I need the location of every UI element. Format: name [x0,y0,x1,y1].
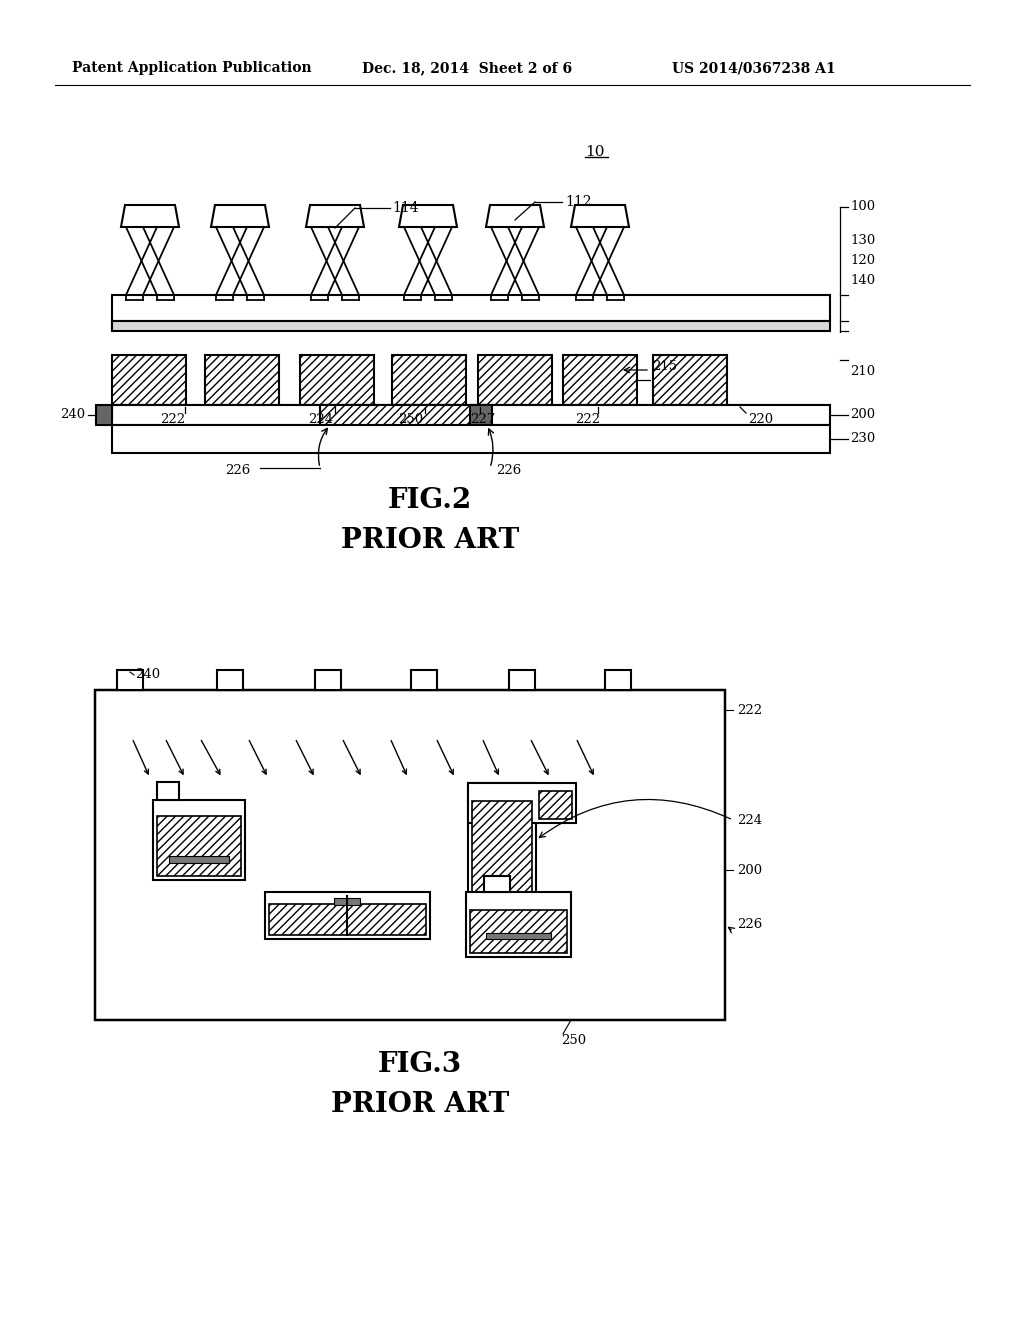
Bar [205,355,279,405]
Polygon shape [571,205,629,227]
Text: FIG.2: FIG.2 [388,487,472,513]
Text: 120: 120 [850,253,876,267]
Polygon shape [399,205,457,227]
Text: 114: 114 [392,201,419,215]
Bar [96,405,112,425]
Polygon shape [486,205,544,227]
Bar [319,405,475,425]
Bar [169,855,229,863]
Bar [468,783,536,898]
Bar [112,405,830,413]
Text: 220: 220 [748,413,773,426]
Text: Dec. 18, 2014  Sheet 2 of 6: Dec. 18, 2014 Sheet 2 of 6 [362,61,572,75]
Bar [466,892,571,957]
Bar [653,355,727,405]
Text: 10: 10 [586,145,605,158]
Text: 240: 240 [59,408,85,421]
Polygon shape [306,205,364,227]
Bar [486,933,551,939]
Bar [112,294,830,321]
Bar [112,321,830,331]
Bar [563,355,637,405]
Bar [157,816,241,876]
Bar [300,355,374,405]
Bar [157,781,179,800]
Bar [265,892,430,939]
Bar [509,671,535,690]
Bar [468,783,575,822]
Bar [411,671,437,690]
Bar [112,355,186,405]
Bar [95,690,725,1020]
Text: 224: 224 [737,813,762,826]
Text: 250: 250 [561,1034,586,1047]
Text: 222: 222 [575,413,600,426]
Text: 226: 226 [737,919,762,932]
Text: 200: 200 [737,863,762,876]
Text: PRIOR ART: PRIOR ART [331,1092,509,1118]
Text: 222: 222 [160,413,185,426]
Bar [153,800,245,880]
Text: 224: 224 [308,413,333,426]
Text: US 2014/0367238 A1: US 2014/0367238 A1 [672,61,836,75]
Text: 222: 222 [737,704,762,717]
Bar [217,671,243,690]
Polygon shape [121,205,179,227]
Bar [269,904,426,935]
Bar [605,671,631,690]
Text: Patent Application Publication: Patent Application Publication [72,61,311,75]
Text: 112: 112 [565,195,592,209]
Bar [470,909,567,953]
Text: PRIOR ART: PRIOR ART [341,527,519,553]
Bar [112,425,830,453]
Text: 226: 226 [496,465,521,478]
Bar [484,876,510,892]
Text: 200: 200 [850,408,876,421]
Text: 226: 226 [225,465,250,478]
Text: 100: 100 [850,201,876,214]
Bar [315,671,341,690]
Text: 230: 230 [850,433,876,446]
Text: 140: 140 [850,273,876,286]
Bar [478,355,552,405]
Text: 215: 215 [652,360,677,374]
Bar [470,405,492,425]
Text: 130: 130 [850,234,876,247]
Bar [392,355,466,405]
Text: 240: 240 [135,668,160,681]
Bar [334,898,360,906]
Bar [539,791,572,818]
Polygon shape [211,205,269,227]
Text: 227: 227 [470,413,496,426]
Text: 210: 210 [850,366,876,378]
Bar [472,801,532,894]
Bar [117,671,143,690]
Bar [112,405,830,425]
Text: 250: 250 [398,413,423,426]
Text: FIG.3: FIG.3 [378,1052,462,1078]
